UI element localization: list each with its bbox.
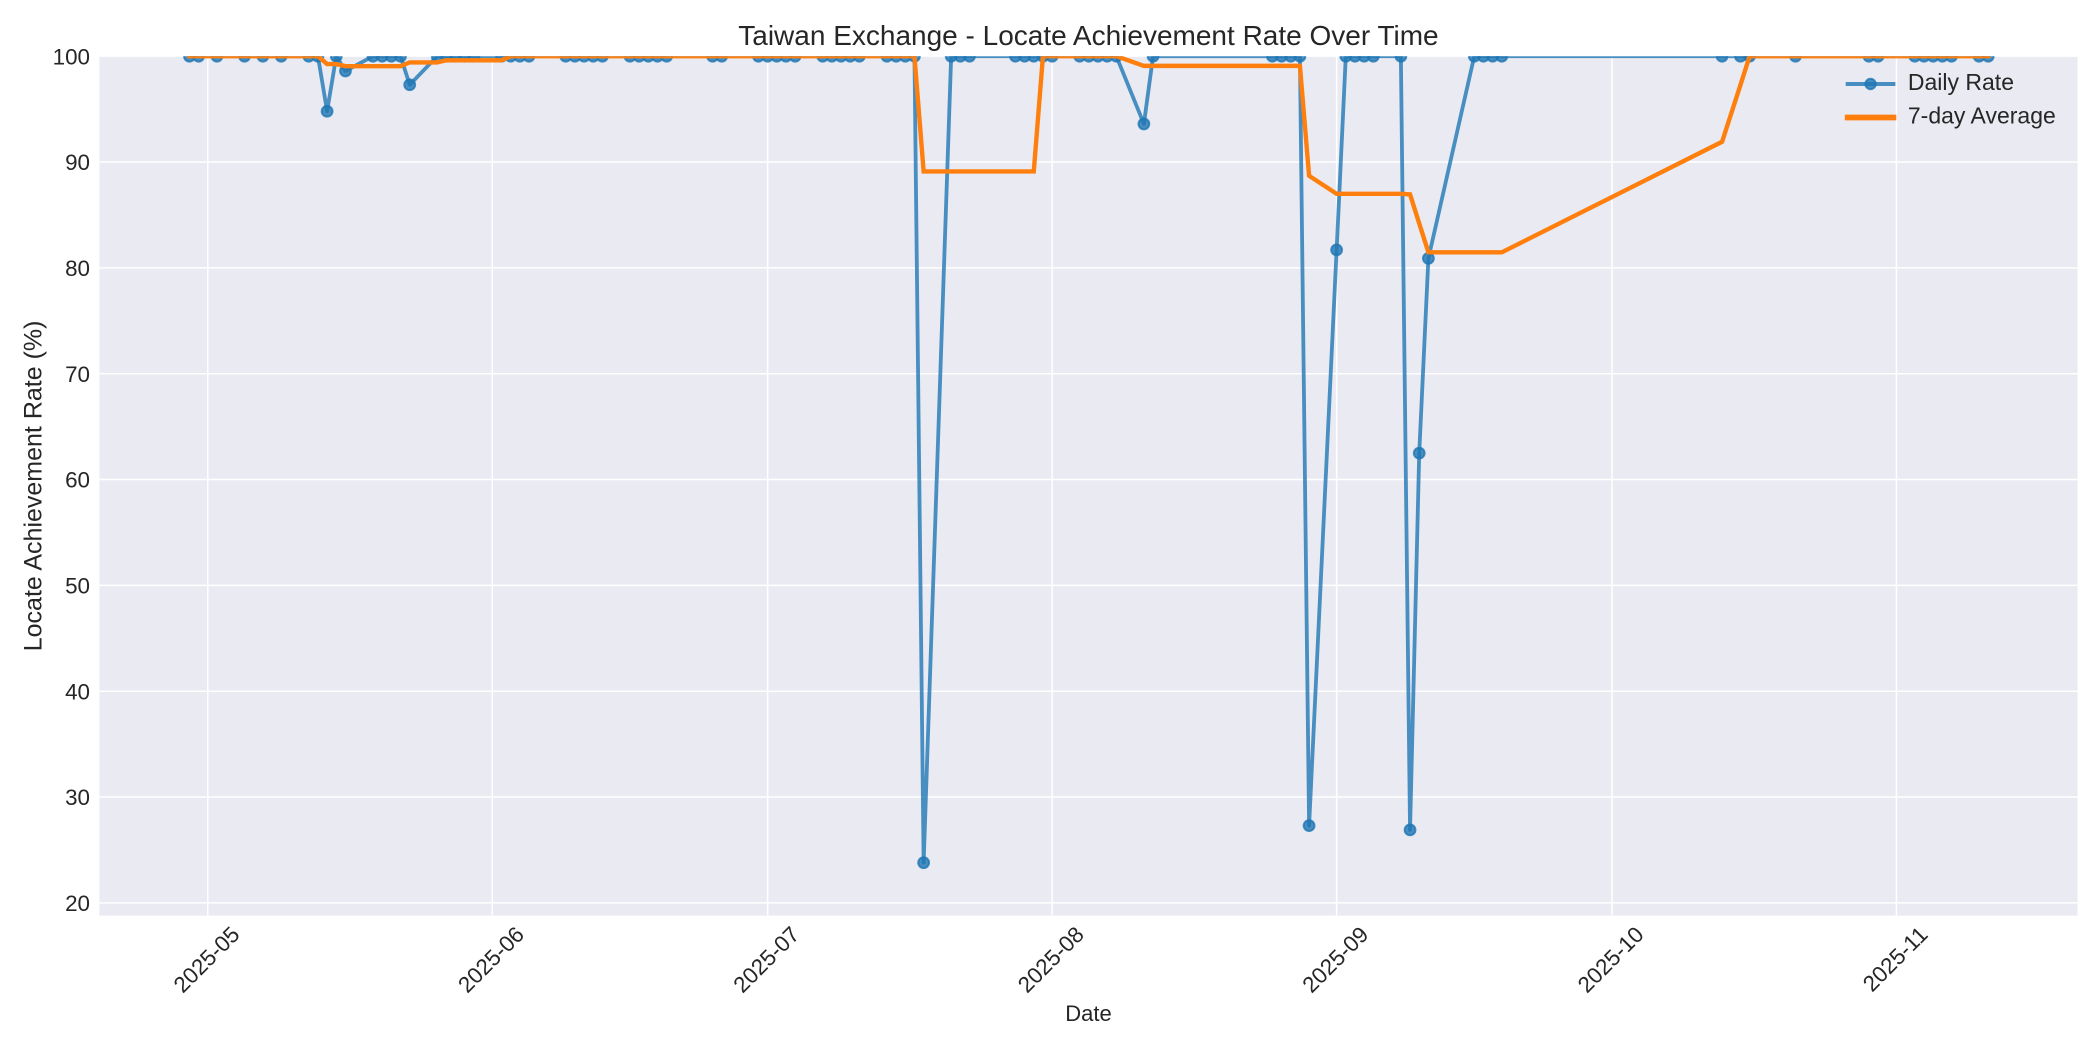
svg-text:100: 100 [53, 44, 90, 69]
svg-text:Daily Rate: Daily Rate [1908, 69, 2014, 95]
svg-text:70: 70 [65, 362, 90, 387]
svg-text:50: 50 [65, 574, 90, 599]
svg-text:60: 60 [65, 468, 90, 493]
svg-text:30: 30 [65, 785, 90, 810]
svg-text:20: 20 [65, 891, 90, 916]
svg-text:Taiwan Exchange - Locate Achie: Taiwan Exchange - Locate Achievement Rat… [738, 20, 1438, 51]
svg-text:80: 80 [65, 256, 90, 281]
svg-text:Locate Achievement Rate (%): Locate Achievement Rate (%) [19, 321, 47, 652]
svg-text:90: 90 [65, 150, 90, 175]
svg-text:40: 40 [65, 679, 90, 704]
svg-text:Date: Date [1065, 1001, 1111, 1026]
svg-text:7-day Average: 7-day Average [1908, 102, 2056, 128]
